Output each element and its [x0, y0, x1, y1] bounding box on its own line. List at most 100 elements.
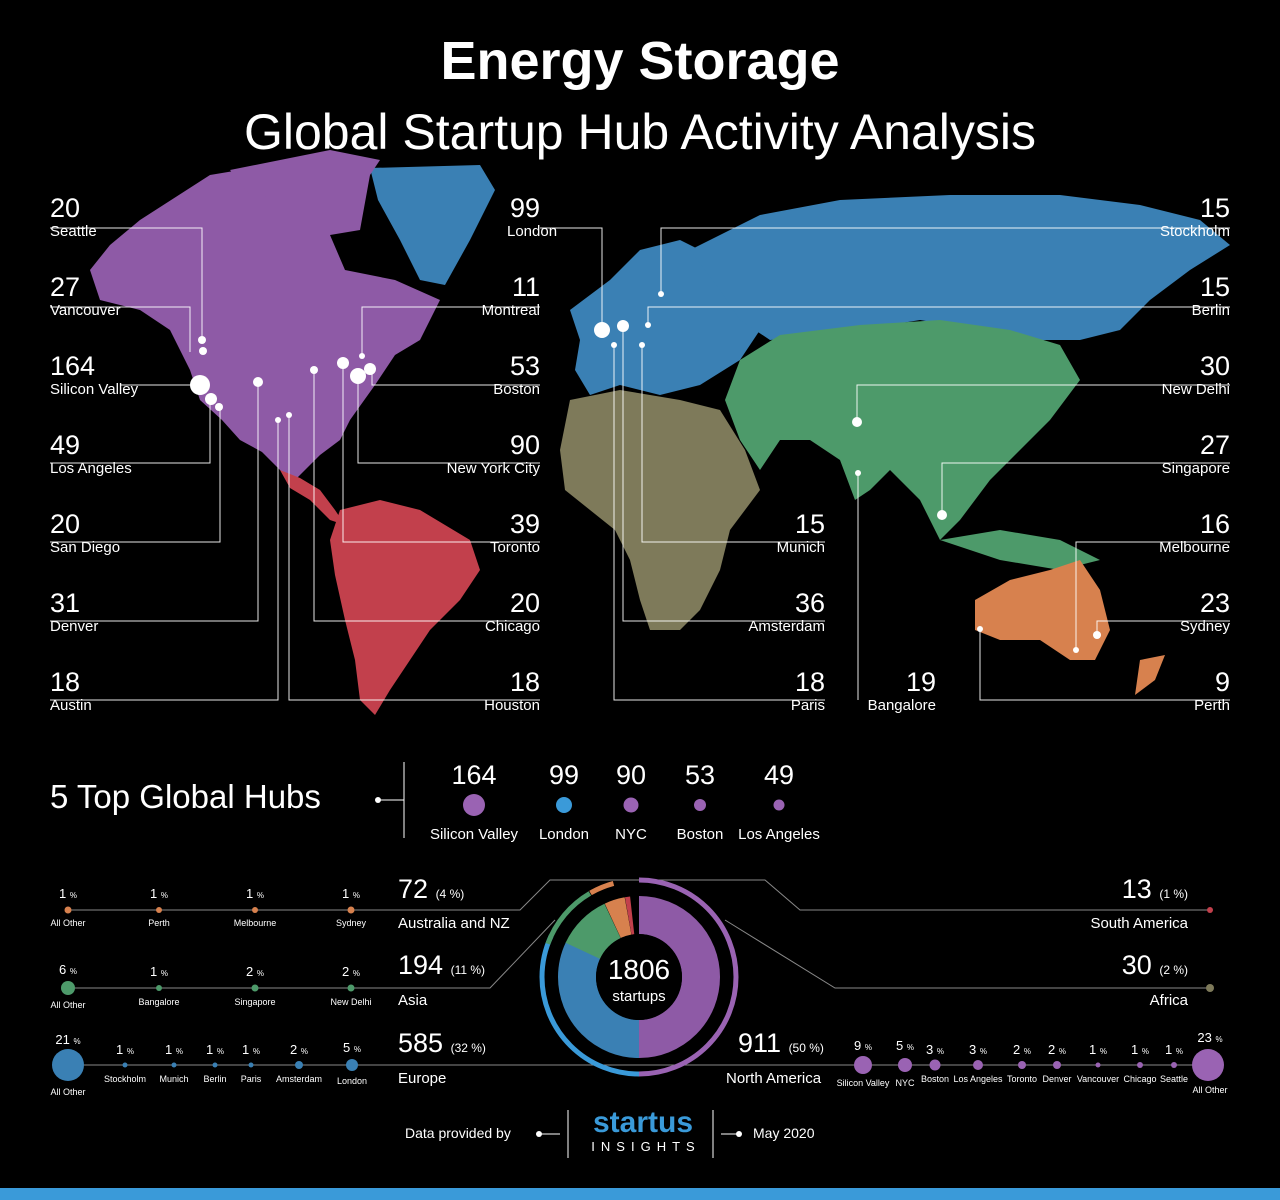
breakdown-pct: 1 % — [1089, 1042, 1107, 1057]
breakdown-pct: 3 % — [969, 1042, 987, 1057]
breakdown-pct: 2 % — [246, 964, 264, 979]
city-label: 18 Paris — [790, 667, 825, 714]
hub-value: 53 — [684, 760, 716, 790]
breakdown-label: Amsterdam — [275, 1074, 322, 1084]
city-label-list-mid-left: 99 London 11 Montreal 53 Boston 90 New York … — [380, 193, 558, 746]
city-label-list-right: 15 Stockholm 15 Berlin 30 New Delhi 27 Singa… — [1070, 193, 1230, 746]
breakdown-label: Melbourne — [233, 918, 277, 928]
breakdown-label: Munich — [159, 1074, 189, 1084]
breakdown-label: Chicago — [1123, 1074, 1157, 1084]
region-label-south-america: South America — [1090, 915, 1188, 932]
hub-bubbles — [463, 794, 785, 816]
breakdown-label: Vancouver — [1076, 1074, 1120, 1084]
breakdown-pct: 1 % — [1165, 1042, 1183, 1057]
region-value-africa: 30 (2 %) — [1121, 950, 1188, 980]
breakdown-label: London — [336, 1076, 368, 1086]
breakdown-pct: 1 % — [150, 886, 168, 901]
breakdown-label: Boston — [920, 1074, 950, 1084]
city-label-list-left: 20 Seattle 27 Vancouver 164 Silicon Valley … — [50, 193, 210, 746]
breakdown-label: Denver — [1042, 1074, 1072, 1084]
breakdown-pct: 1 % — [342, 886, 360, 901]
breakdown-pct: 1 % — [206, 1042, 224, 1057]
city-label: 30 New Delhi — [1161, 351, 1230, 398]
breakdown-label: New Delhi — [330, 997, 372, 1007]
city-dots — [190, 291, 1101, 653]
startus-insights-logo: startus INSIGHTS — [591, 1106, 701, 1155]
city-label: 27 Singapore — [1161, 430, 1230, 477]
city-label: 20 Chicago — [484, 588, 540, 635]
top-hubs-heading: 5 Top Global Hubs — [50, 778, 321, 815]
region-label-europe: Europe — [398, 1070, 447, 1087]
breakdown-pct: 2 % — [290, 1042, 308, 1057]
hub-value: 99 — [548, 760, 580, 790]
breakdown-pct: 23 % — [1197, 1030, 1223, 1045]
region-value-north-america: 911 (50 %) — [738, 1028, 824, 1058]
central-america-shape — [280, 470, 345, 525]
hub-label: NYC — [615, 826, 647, 843]
africa-shape — [560, 390, 760, 630]
donut-total: 1806 — [607, 954, 671, 985]
hub-label: Los Angeles — [738, 826, 820, 843]
top-hubs-bracket — [375, 762, 405, 838]
breakdown-pct: 1 % — [1131, 1042, 1149, 1057]
city-label: 9 Perth — [1194, 667, 1230, 714]
city-label: 49 Los Angeles — [50, 430, 132, 477]
asia-shape — [725, 320, 1080, 540]
hub-value: 90 — [615, 760, 647, 790]
city-label-bangalore: 19 Bangalore — [867, 667, 936, 714]
region-value-australia: 72 (4 %) — [398, 874, 465, 904]
city-label: 36 Amsterdam — [748, 588, 825, 635]
breakdown-pct: 1 % — [150, 964, 168, 979]
city-label: 15 Munich — [776, 509, 825, 556]
city-label: 18 Austin — [50, 667, 92, 714]
new-zealand-shape — [1135, 655, 1165, 695]
donut-unit: startups — [612, 988, 666, 1005]
city-label: 18 Houston — [484, 667, 540, 714]
region-label-north-america: North America — [726, 1070, 822, 1087]
city-label: 20 Seattle — [50, 193, 97, 240]
arctic-islands-shape — [230, 150, 380, 200]
city-label: 99 London — [507, 193, 558, 240]
hub-label: Silicon Valley — [429, 826, 519, 843]
city-label: 16 Melbourne — [1159, 509, 1230, 556]
se-asia-islands-shape — [940, 530, 1100, 570]
breakdown-pct: 21 % — [55, 1032, 81, 1047]
breakdown-pct: 3 % — [926, 1042, 944, 1057]
city-label: 15 Berlin — [1191, 272, 1230, 319]
hub-label: London — [538, 826, 590, 843]
breakdown-label: All Other — [1192, 1085, 1228, 1095]
footer-lines — [536, 1110, 742, 1158]
breakdown-graphic — [52, 877, 1224, 1081]
region-label-africa: Africa — [1149, 992, 1188, 1009]
city-label: 164 Silicon Valley — [50, 351, 139, 398]
region-label-asia: Asia — [398, 992, 428, 1009]
bottom-accent-bar — [0, 1188, 1280, 1200]
city-label: 23 Sydney — [1179, 588, 1230, 635]
city-label-list-mid-right: 15 Munich 36 Amsterdam 18 Paris — [665, 509, 825, 746]
north-america-shape — [90, 160, 440, 480]
greenland-shape — [370, 165, 495, 285]
breakdown-label: Berlin — [203, 1074, 227, 1084]
breakdown-label: All Other — [50, 918, 86, 928]
hub-value: 164 — [451, 760, 497, 790]
russia-shape — [690, 195, 1230, 340]
city-label: 31 Denver — [50, 588, 99, 635]
city-label: 20 San Diego — [50, 509, 121, 556]
connector-lines — [50, 227, 1230, 701]
breakdown-label: Bangalore — [138, 997, 180, 1007]
breakdown-pct: 1 % — [59, 886, 77, 901]
city-label: 11 Montreal — [481, 272, 540, 319]
city-label: 27 Vancouver — [50, 272, 121, 319]
breakdown-label: Toronto — [1006, 1074, 1038, 1084]
page-subtitle: Global Startup Hub Activity Analysis — [243, 104, 1037, 160]
breakdown-label: Singapore — [234, 997, 276, 1007]
breakdown-pct: 5 % — [343, 1040, 361, 1055]
page-title: Energy Storage — [440, 31, 840, 91]
breakdown-pct: 5 % — [896, 1038, 914, 1053]
breakdown-pct: 2 % — [1013, 1042, 1031, 1057]
south-america-shape — [330, 500, 480, 715]
hub-value: 49 — [763, 760, 795, 790]
breakdown-label: Seattle — [1159, 1074, 1189, 1084]
breakdown-label: All Other — [50, 1087, 86, 1097]
breakdown-label: Los Angeles — [953, 1074, 1003, 1084]
